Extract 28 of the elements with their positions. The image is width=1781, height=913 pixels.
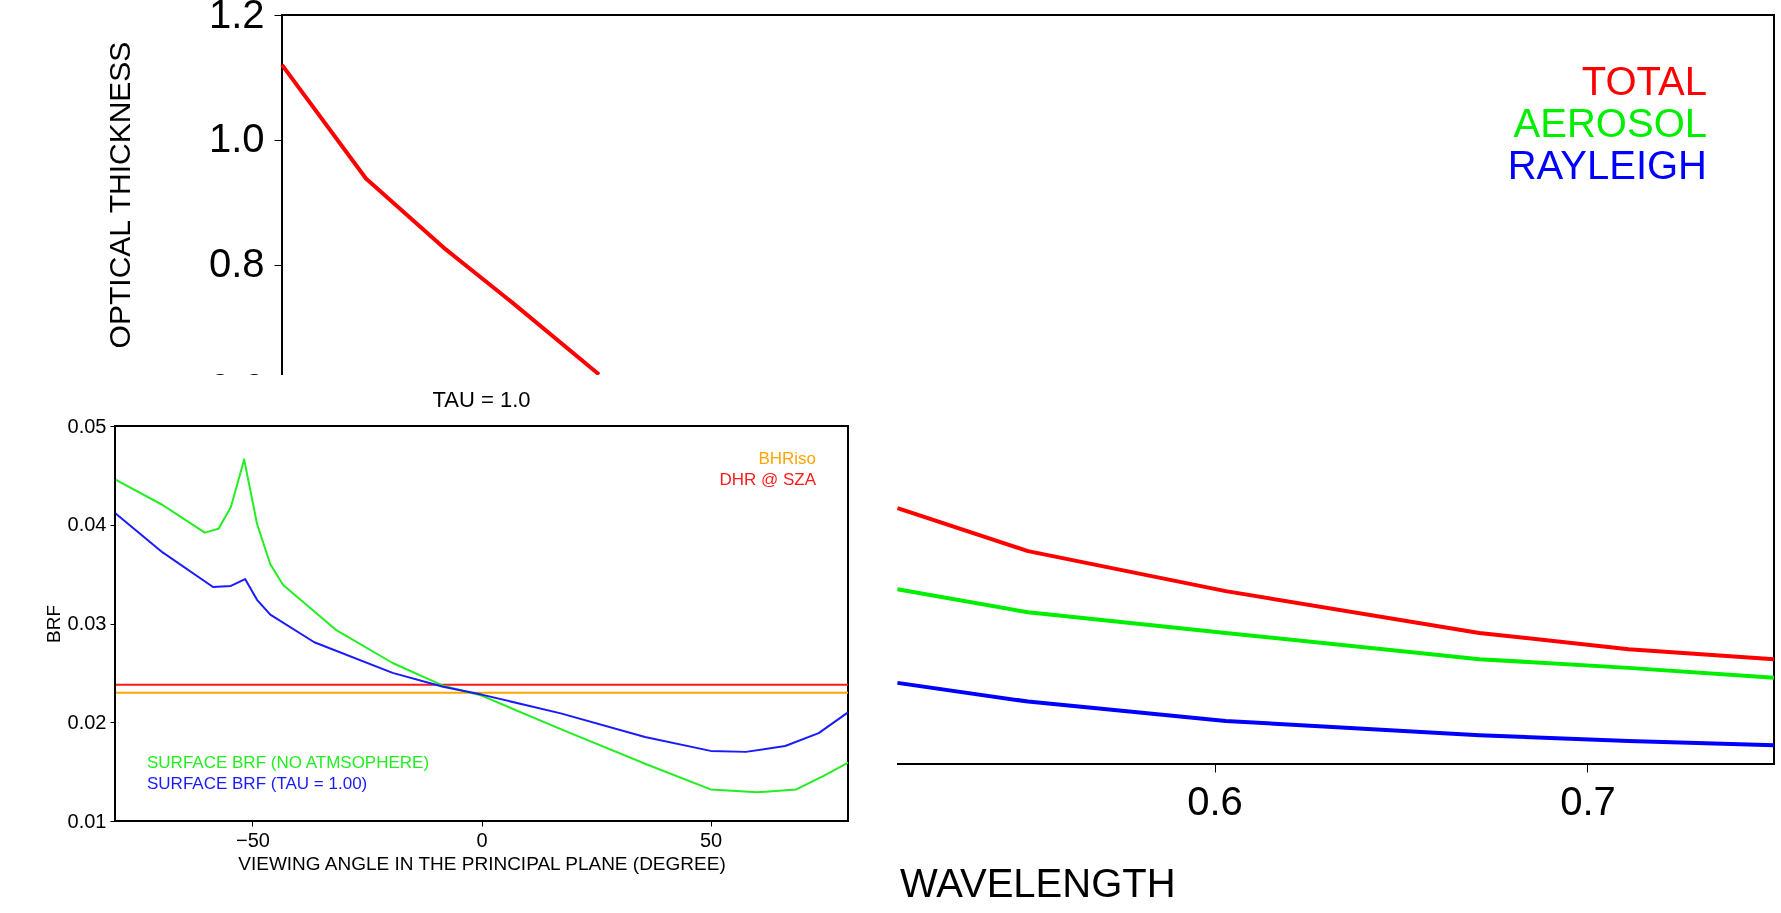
line-series [895,680,1776,748]
x-tick-label: −50 [235,828,270,851]
y-tick-label: 0.05 [67,414,107,437]
line-series [114,511,849,753]
x-axis-title: WAVELENGTH [900,861,1176,905]
text: RAYLEIGH [1507,143,1707,187]
y-tick-label: 0.04 [67,513,107,536]
text: SURFACE BRF (NO ATMSOPHERE) [147,753,430,772]
y-tick-label: 0.8 [208,241,265,286]
y-tick-label: 1.2 [208,0,265,36]
text: SURFACE BRF (TAU = 1.00) [147,774,368,793]
y-tick-label: 0.02 [67,710,107,733]
x-tick-label: 0.6 [1187,778,1243,823]
y-tick-label: 1.0 [208,116,265,161]
text: TOTAL [1581,59,1707,103]
x-tick-label: 50 [699,828,723,851]
x-tick-label: 0 [476,828,488,851]
line-series [895,587,1776,680]
text: AEROSOL [1513,101,1707,145]
chart-title: TAU = 1.0 [432,387,531,412]
y-axis-title: BRF [42,605,64,643]
y-axis-title: OPTICAL THICKNESS [103,41,136,349]
x-axis-title: VIEWING ANGLE IN THE PRINCIPAL PLANE (DEGREE) [238,852,726,874]
y-tick-label: 0.03 [67,612,107,634]
x-tick-label: 0.7 [1560,778,1616,823]
ref-line-label: DHR @ SZA [719,470,817,489]
y-tick-label: 0.01 [67,809,107,832]
ref-line-label: BHRiso [758,449,816,468]
